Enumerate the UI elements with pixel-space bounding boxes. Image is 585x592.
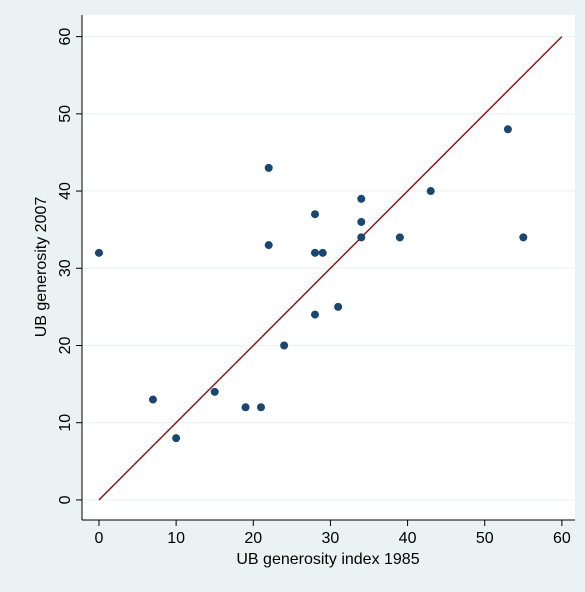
point [503,125,512,134]
point [280,341,289,350]
point [310,210,319,219]
point [426,187,435,196]
y-tick-label: 30 [57,259,74,277]
point [148,395,157,404]
point [318,248,327,257]
y-tick-label: 10 [57,414,74,432]
point [172,434,181,443]
x-tick-label: 0 [95,530,104,547]
x-axis-label: UB generosity index 1985 [236,551,419,568]
point [264,241,273,250]
point [334,302,343,311]
point [357,217,366,226]
point [264,163,273,172]
x-tick-label: 20 [244,530,262,547]
point [395,233,404,242]
point [241,403,250,412]
y-tick-label: 20 [57,336,74,354]
point [357,194,366,203]
y-axis-label: UB generosity 2007 [33,197,50,338]
point [210,387,219,396]
x-tick-label: 40 [399,530,417,547]
point [310,310,319,319]
point [310,248,319,257]
point [519,233,528,242]
x-tick-label: 50 [476,530,494,547]
x-tick-label: 60 [553,530,571,547]
point [256,403,265,412]
point [94,248,103,257]
y-tick-label: 50 [57,105,74,123]
point [357,233,366,242]
y-tick-label: 60 [57,28,74,46]
plot-area [82,15,575,520]
x-tick-label: 10 [167,530,185,547]
x-tick-label: 30 [322,530,340,547]
reference-line [98,36,563,501]
y-tick-label: 40 [57,182,74,200]
y-tick-label: 0 [57,495,74,504]
